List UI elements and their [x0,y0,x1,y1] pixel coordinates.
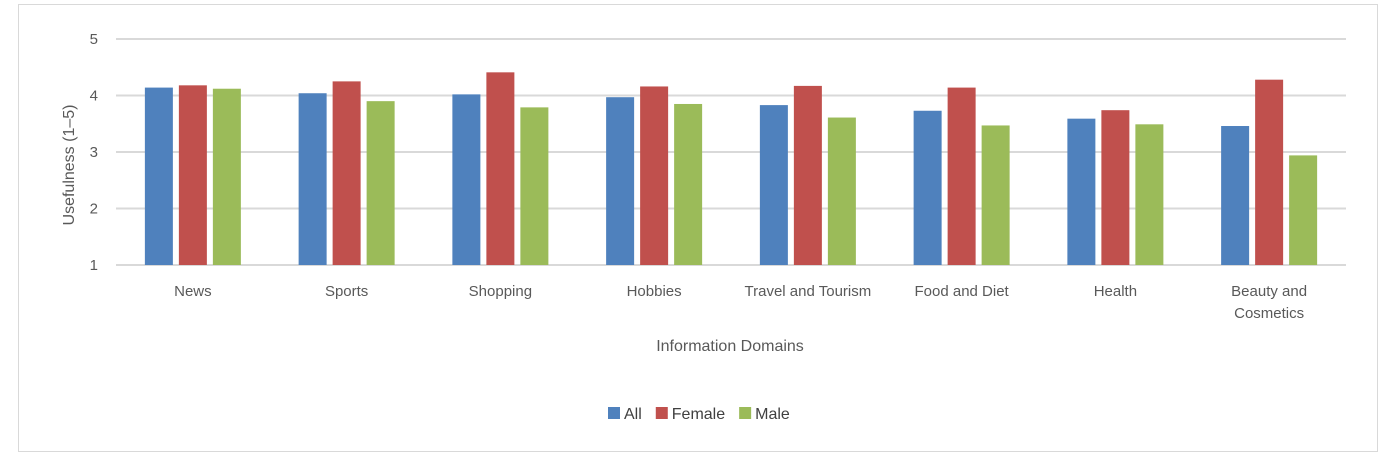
bar-female [1101,110,1130,265]
legend-swatch-male [739,407,752,419]
x-axis-title: Information Domains [656,338,804,355]
bar-female [793,85,822,266]
x-tick-label: Hobbies [627,283,682,300]
bar-female [332,81,361,265]
bar-all [913,110,942,265]
bars [144,72,1318,266]
x-tick-label: News [174,283,212,300]
bar-all [144,87,173,265]
bar-all [298,93,327,266]
bar-all [759,105,788,265]
bar-female [178,85,207,265]
y-axis-title: Usefulness (1–5) [61,105,78,226]
x-tick-label-line: Cosmetics [1234,305,1304,322]
y-tick-label: 2 [90,201,98,218]
bar-all [1067,118,1096,265]
x-tick-label-line: Beauty and [1231,283,1307,300]
bar-male [981,125,1010,265]
y-tick-label: 1 [90,257,98,274]
x-tick-label-line: News [174,283,212,300]
x-tick-label-line: Shopping [469,283,532,300]
bar-male [1135,124,1164,265]
bar-female [1255,79,1284,266]
x-tick-label: Sports [325,283,368,300]
x-tick-labels: News Sports Shopping Hobbies Travel and Tour… [174,283,1307,322]
y-tick-label: 3 [90,144,98,161]
legend-label-all: All [624,406,642,423]
bar-male [366,101,395,266]
x-tick-label: Beauty and Cosmetics [1231,283,1307,322]
x-tick-label: Shopping [469,283,532,300]
x-tick-label: Food and Diet [915,283,1010,300]
y-tick-labels: 1 2 3 4 5 [90,31,98,274]
bar-all [1221,126,1250,265]
x-tick-label-line: Food and Diet [915,283,1010,300]
x-tick-label-line: Health [1094,283,1137,300]
bar-male [212,88,241,265]
legend-label-female: Female [672,406,725,423]
x-tick-label: Travel and Tourism [745,283,872,300]
legend-swatch-all [608,407,620,419]
bar-all [452,94,481,266]
bar-male [1289,155,1318,265]
x-tick-label: Health [1094,283,1137,300]
x-tick-label-line: Sports [325,283,368,300]
legend-label-male: Male [755,406,790,423]
bar-female [947,87,976,265]
legend-swatch-female [655,407,668,419]
bar-male [827,117,856,265]
bar-male [520,107,549,266]
bar-all [606,97,635,265]
bar-female [486,72,515,266]
y-tick-label: 4 [90,88,98,105]
legend: All Female Male [608,406,790,423]
bar-female [640,86,669,266]
x-tick-label-line: Travel and Tourism [745,283,872,300]
y-tick-label: 5 [90,31,98,48]
bar-male [674,103,703,265]
x-tick-label-line: Hobbies [627,283,682,300]
